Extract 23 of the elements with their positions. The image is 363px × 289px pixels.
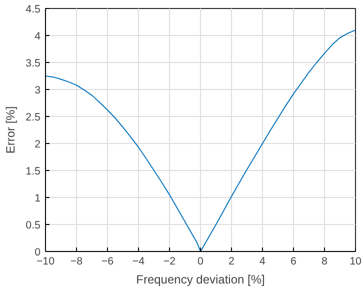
x-tick-label: −2 [163,256,176,268]
y-tick-label: 2 [34,138,41,150]
y-axis-title: Error [%] [4,106,18,154]
y-tick-label: 3 [34,84,41,96]
x-tick-label: 10 [350,256,362,268]
y-tick-label: 4.5 [26,4,41,16]
x-tick-label: 6 [290,256,297,268]
x-tick-label: −6 [101,256,114,268]
y-tick-label: 3.5 [26,58,41,70]
y-tick-label: 2.5 [26,112,41,124]
x-tick-label: 2 [228,256,235,268]
y-tick-label: 1 [34,192,41,204]
y-tick-label: 0 [34,246,41,258]
y-tick-label: 0.5 [26,220,41,232]
x-tick-label: 8 [322,256,328,268]
y-tick-label: 1.5 [26,166,41,178]
x-tick-label: 0 [198,256,204,268]
x-tick-label: −4 [132,256,145,268]
x-tick-label: 4 [260,256,266,268]
x-tick-label: −8 [70,256,83,268]
x-tick-label: −10 [36,256,55,268]
y-tick-label: 4 [34,30,41,42]
x-axis-title: Frequency deviation [%] [136,272,265,286]
